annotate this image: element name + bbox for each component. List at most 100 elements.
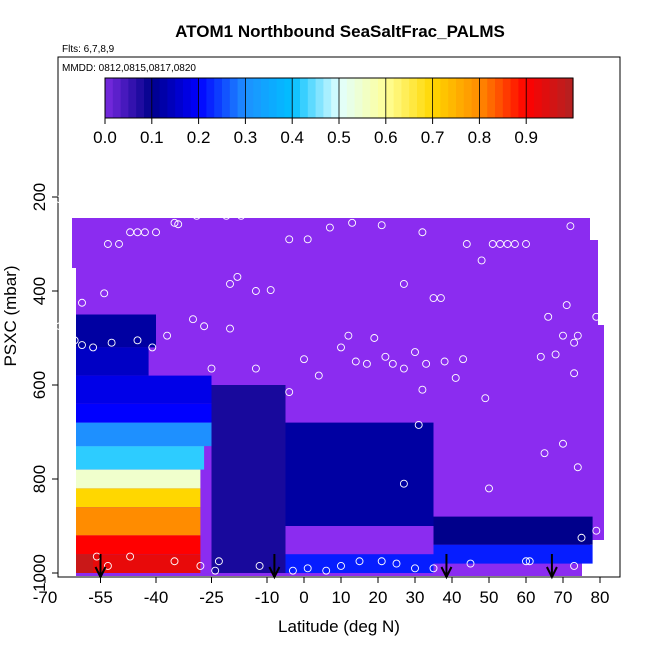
flight-point <box>303 235 312 244</box>
x-tick-label: 60 <box>517 588 536 607</box>
colorbar-segment <box>432 78 441 118</box>
heatmap-cell <box>285 554 434 573</box>
flight-point <box>418 228 427 237</box>
flight-point <box>288 566 297 575</box>
flight-point <box>66 562 75 570</box>
colorbar-segment <box>479 78 488 118</box>
x-tick-label: 80 <box>591 588 610 607</box>
colorbar-tick-label: 0.1 <box>140 128 164 147</box>
flight-point <box>300 355 308 364</box>
flight-point <box>140 228 149 237</box>
flight-point <box>89 343 98 352</box>
colorbar-tick-label: 0.9 <box>514 128 538 147</box>
colorbar-segment <box>167 78 176 118</box>
flight-point <box>226 280 234 288</box>
colorbar-segment <box>339 78 348 118</box>
colorbar-segment <box>331 78 340 118</box>
colorbar-segment <box>526 78 535 118</box>
flight-point <box>226 324 234 333</box>
flight-point <box>348 218 357 227</box>
flight-point <box>174 220 183 229</box>
flight-point <box>170 218 179 227</box>
flight-point <box>570 369 579 378</box>
colorbar-segment <box>159 78 168 118</box>
colorbar-segment <box>261 78 270 118</box>
heatmap-cell <box>76 554 94 573</box>
flight-point <box>411 348 419 357</box>
x-axis-label: Latitude (deg N) <box>278 617 400 636</box>
flight-point <box>388 359 397 368</box>
colorbar-segment <box>284 78 293 118</box>
x-tick-label: 40 <box>443 588 462 607</box>
heatmap-cell <box>76 422 212 447</box>
flight-point <box>399 479 408 488</box>
colorbar-segment <box>565 78 574 118</box>
y-tick-label: 400 <box>30 277 49 305</box>
colorbar-segment <box>307 78 317 118</box>
colorbar-segment <box>448 78 457 118</box>
flight-point <box>163 331 172 340</box>
flight-point <box>196 562 205 570</box>
colorbar-segment <box>237 78 246 118</box>
colorbar-segment <box>534 78 543 118</box>
flight-point <box>544 312 553 321</box>
x-tick-label: -40 <box>144 588 169 607</box>
colorbar-segment <box>128 78 137 118</box>
y-axis: 200 400 600 800 1000 <box>30 183 58 592</box>
colorbar-segment <box>245 78 254 118</box>
heatmap-cell <box>433 544 593 564</box>
colorbar-segment <box>120 78 129 118</box>
x-tick-label: -55 <box>88 588 113 607</box>
colorbar-segment <box>362 78 371 118</box>
colorbar-segment <box>105 78 114 118</box>
colorbar-segment <box>222 78 231 118</box>
x-tick-label: 30 <box>406 588 425 607</box>
colorbar-tick-label: 0.0 <box>93 128 117 147</box>
flight-point <box>510 240 519 248</box>
flight-point <box>285 388 294 396</box>
flight-point <box>103 562 112 570</box>
flight-point <box>362 359 371 368</box>
x-tick-label: -70 <box>33 588 58 607</box>
flight-point <box>381 352 390 361</box>
flight-point <box>377 557 386 566</box>
flight-point <box>133 336 142 345</box>
colorbar-segment <box>346 78 356 118</box>
flight-point <box>466 559 475 568</box>
flight-point <box>411 564 419 573</box>
flight-point <box>436 294 445 302</box>
flight-point <box>351 357 360 366</box>
flight-point <box>451 374 460 382</box>
colorbar-segment <box>198 78 207 118</box>
flight-point <box>170 557 179 566</box>
colorbar-segment <box>292 78 301 118</box>
flight-point <box>581 200 590 209</box>
colorbar-segment <box>549 78 558 118</box>
flight-point <box>192 211 201 220</box>
colorbar-segment <box>393 78 402 118</box>
colorbar-segment <box>510 78 519 118</box>
colorbar-segment <box>424 78 434 118</box>
flight-point <box>211 566 220 575</box>
colorbar-segment <box>354 78 363 118</box>
colorbar-segment <box>268 78 278 118</box>
flight-point <box>592 312 601 321</box>
colorbar-segment <box>456 78 465 118</box>
flight-point <box>303 564 312 573</box>
flight-point <box>70 190 79 199</box>
flight-point <box>422 359 431 368</box>
flight-point <box>266 286 275 295</box>
flight-point <box>233 272 242 281</box>
flight-point <box>103 240 112 248</box>
colorbar-segment <box>323 78 332 118</box>
colorbar-tick-label: 0.4 <box>280 128 304 147</box>
x-axis: -70 -55 -40 -25 -10 0 10 20 30 40 50 60 70 80 <box>33 577 610 607</box>
field-background <box>72 218 604 576</box>
flight-point <box>285 235 294 244</box>
y-axis-label: PSXC (mbar) <box>1 265 20 366</box>
flight-point <box>459 355 468 364</box>
flight-point <box>392 559 401 568</box>
colorbar-segment <box>136 78 145 118</box>
heatmap-cell <box>76 446 205 470</box>
colorbar-segment <box>175 78 184 118</box>
